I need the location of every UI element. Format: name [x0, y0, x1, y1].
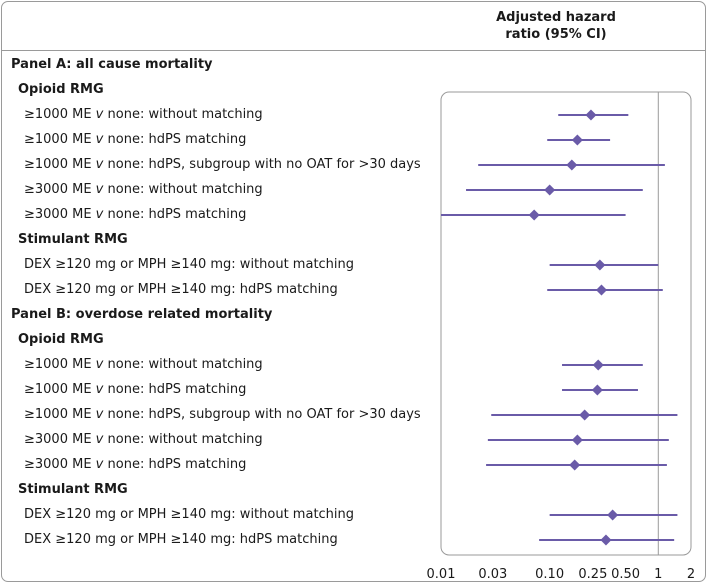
row-label-prefix: ≥3000 ME [24, 457, 96, 472]
row-label: DEX ≥120 mg or MPH ≥140 mg: hdPS matchin… [24, 532, 338, 547]
estimate-marker [591, 384, 603, 396]
row-label-versus: v [95, 382, 104, 397]
x-tick-label: 0.01 [427, 567, 456, 582]
row-label: ≥1000 ME v none: without matching [24, 107, 263, 123]
row-label: ≥1000 ME v none: hdPS, subgroup with no … [24, 407, 421, 423]
row-label-text: none: hdPS matching [103, 207, 247, 222]
x-tick-label: 1 [654, 567, 662, 582]
row-label-prefix: ≥1000 ME [24, 157, 96, 172]
row-label-versus: v [95, 182, 104, 197]
row-label-prefix: ≥1000 ME [24, 107, 96, 122]
row-label-versus: v [95, 432, 104, 447]
row-label-prefix: ≥1000 ME [24, 382, 96, 397]
estimate-marker [585, 109, 597, 121]
row-label-text: none: without matching [103, 182, 263, 197]
group-heading: Opioid RMG [18, 82, 104, 97]
row-label-versus: v [95, 132, 104, 147]
estimate-marker [579, 409, 591, 421]
estimate-marker [592, 359, 604, 371]
estimate-marker [566, 159, 578, 171]
row-label-text: none: hdPS matching [103, 457, 247, 472]
row-label: ≥3000 ME v none: hdPS matching [24, 207, 246, 223]
x-tick-label: 0.25 [578, 567, 607, 582]
estimate-marker [594, 259, 606, 271]
row-label-versus: v [95, 357, 104, 372]
row-label: ≥3000 ME v none: without matching [24, 432, 263, 448]
estimate-marker [544, 184, 556, 196]
row-label: ≥1000 ME v none: without matching [24, 357, 263, 373]
plot-area-frame [440, 91, 692, 556]
row-label: ≥1000 ME v none: hdPS matching [24, 132, 246, 148]
estimate-marker [528, 209, 540, 221]
header-divider [2, 50, 705, 51]
column-header: Adjusted hazard ratio (95% CI) [470, 9, 642, 43]
row-label: ≥3000 ME v none: without matching [24, 182, 263, 198]
estimate-marker [600, 534, 612, 546]
estimate-marker [569, 459, 581, 471]
row-label-text: none: hdPS, subgroup with no OAT for >30… [103, 157, 421, 172]
group-heading: Stimulant RMG [18, 232, 128, 247]
group-heading: Stimulant RMG [18, 482, 128, 497]
row-label-text: none: hdPS matching [103, 382, 247, 397]
estimate-marker [571, 134, 583, 146]
group-heading: Opioid RMG [18, 332, 104, 347]
column-header-line-1: Adjusted hazard [496, 10, 616, 25]
row-label-prefix: ≥3000 ME [24, 432, 96, 447]
panel-heading: Panel A: all cause mortality [11, 57, 213, 72]
row-label-versus: v [95, 107, 104, 122]
x-tick-label: 0.03 [478, 567, 507, 582]
row-label-text: none: hdPS, subgroup with no OAT for >30… [103, 407, 421, 422]
row-label-text: none: without matching [103, 107, 263, 122]
row-label: DEX ≥120 mg or MPH ≥140 mg: hdPS matchin… [24, 282, 338, 297]
column-header-line-2: ratio (95% CI) [505, 27, 607, 42]
row-label-text: none: without matching [103, 432, 263, 447]
row-label-text: none: without matching [103, 357, 263, 372]
x-tick-label: 0.50 [611, 567, 640, 582]
row-label: ≥3000 ME v none: hdPS matching [24, 457, 246, 473]
row-label: ≥1000 ME v none: hdPS matching [24, 382, 246, 398]
row-label-versus: v [95, 407, 104, 422]
row-label-prefix: ≥3000 ME [24, 207, 96, 222]
row-label-prefix: ≥3000 ME [24, 182, 96, 197]
row-label: ≥1000 ME v none: hdPS, subgroup with no … [24, 157, 421, 173]
estimate-marker [571, 434, 583, 446]
row-label-prefix: ≥1000 ME [24, 407, 96, 422]
estimate-marker [595, 284, 607, 296]
row-label-versus: v [95, 457, 104, 472]
row-label-versus: v [95, 207, 104, 222]
row-label: DEX ≥120 mg or MPH ≥140 mg: without matc… [24, 507, 355, 522]
row-label: DEX ≥120 mg or MPH ≥140 mg: without matc… [24, 257, 355, 272]
panel-heading: Panel B: overdose related mortality [11, 307, 273, 322]
row-label-text: none: hdPS matching [103, 132, 247, 147]
row-label-prefix: ≥1000 ME [24, 132, 96, 147]
x-tick-label: 2 [687, 567, 695, 582]
estimate-marker [607, 509, 619, 521]
row-label-prefix: ≥1000 ME [24, 357, 96, 372]
x-tick-label: 0.10 [535, 567, 564, 582]
row-label-versus: v [95, 157, 104, 172]
